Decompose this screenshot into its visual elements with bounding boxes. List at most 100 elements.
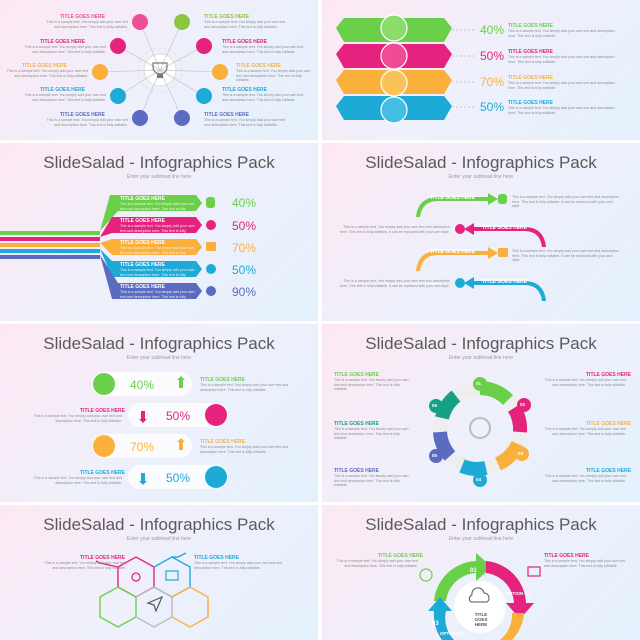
band-value-2: 50% — [480, 49, 505, 63]
hub-label-7: TITLE GOES HERE — [40, 87, 86, 93]
hex-label-2: TITLE GOES HERE — [194, 555, 240, 561]
band-value-4: 50% — [480, 100, 505, 114]
slide-subtitle: Enter your subhead line here — [448, 174, 514, 180]
slide-circular-process[interactable]: SlideSalad - Infographics Pack Enter you… — [322, 505, 640, 640]
chart-icon — [206, 242, 216, 251]
slide-subtitle: Enter your subhead line here — [126, 355, 192, 361]
slide-hexagon-network[interactable]: SlideSalad - Infographics Pack Enter you… — [0, 505, 318, 640]
flow-label-5: TITLE GOES HERE — [120, 284, 166, 290]
flow-text-5: This is a sample text. You simply add yo… — [120, 290, 195, 303]
hub-diagram-graphic — [92, 14, 228, 126]
band-text-4: This is a sample text. You simply add yo… — [508, 106, 615, 115]
slide-curved-arrows[interactable]: SlideSalad - Infographics Pack Enter you… — [322, 143, 640, 321]
flow-value-2: 50% — [232, 219, 257, 233]
row-text-4: This is a sample text. You simply add yo… — [33, 476, 122, 485]
process-label-2: TITLE GOES HERE — [544, 553, 590, 559]
cycle-label-1: TITLE GOES HERE — [334, 372, 380, 378]
cycle-label-5: TITLE GOES HERE — [586, 421, 632, 427]
row-label-2: TITLE GOES HERE — [80, 408, 126, 414]
curve-text-1: This is a sample text. You simply add yo… — [512, 195, 619, 208]
slide-subtitle: Enter your subhead line here — [126, 174, 192, 180]
process-option-4: OPTION 04 — [440, 631, 464, 636]
hub-text-2: This is a sample text. You simply add yo… — [204, 20, 286, 29]
process-label-1: TITLE GOES HERE — [378, 553, 424, 559]
process-step-1: 01 — [470, 568, 477, 574]
cycle-step-3: 03 — [518, 451, 524, 456]
database-icon — [455, 224, 465, 234]
hub-text-5: This is a sample text. You simply add yo… — [6, 69, 88, 78]
band-label-4: TITLE GOES HERE — [508, 100, 554, 106]
process-center-label: TITLE GOES HERE — [474, 612, 488, 627]
hub-text-7: This is a sample text. You simply add yo… — [24, 93, 106, 102]
row-label-1: TITLE GOES HERE — [200, 377, 246, 383]
hub-text-3: This is a sample text. You simply add yo… — [24, 45, 106, 54]
row-text-2: This is a sample text. You simply add yo… — [33, 414, 122, 423]
hub-text-4: This is a sample text. You simply add yo… — [222, 45, 304, 54]
slide-title: SlideSalad - Infographics Pack — [365, 153, 597, 172]
gear-icon — [469, 417, 491, 439]
slide-arrow-rows[interactable]: SlideSalad - Infographics Pack Enter you… — [0, 324, 318, 502]
flow-label-1: TITLE GOES HERE — [120, 196, 166, 202]
curve-label-2: TITLE GOES HERE — [482, 225, 528, 231]
cycle-label-6: TITLE GOES HERE — [586, 468, 632, 474]
hub-label-9: TITLE GOES HERE — [60, 112, 106, 118]
person-icon — [206, 197, 215, 208]
cycle-text-6: This is a sample text. You simply add yo… — [544, 474, 626, 483]
flow-value-3: 70% — [232, 241, 257, 255]
hub-text-10: This is a sample text. You simply add yo… — [204, 118, 286, 127]
row-value-4: 50% — [166, 471, 191, 485]
row-label-3: TITLE GOES HERE — [200, 439, 246, 445]
cycle-text-1: This is a sample text. You simply add yo… — [334, 378, 409, 391]
cart-icon — [165, 570, 179, 581]
search-icon — [131, 572, 141, 582]
globe-icon — [455, 278, 465, 288]
database-icon — [206, 220, 216, 230]
process-step-4: 03 — [432, 621, 439, 627]
send-icon — [146, 595, 164, 613]
hub-text-8: This is a sample text. You simply add yo… — [222, 93, 304, 102]
flow-value-5: 90% — [232, 285, 257, 299]
curve-text-4: This is a sample text. You simply add yo… — [339, 279, 450, 288]
cycle-label-2: TITLE GOES HERE — [334, 421, 380, 427]
hub-label-5: TITLE GOES HERE — [22, 63, 68, 69]
hex-text-1: This is a sample text. You simply add yo… — [44, 561, 126, 570]
stacked-bands-graphic — [336, 14, 474, 124]
slide-cycle-ring[interactable]: SlideSalad - Infographics Pack Enter you… — [322, 324, 640, 502]
person-icon — [498, 194, 507, 204]
hub-label-10: TITLE GOES HERE — [204, 112, 250, 118]
hub-label-6: TITLE GOES HERE — [236, 63, 282, 69]
hub-label-3: TITLE GOES HERE — [40, 39, 86, 45]
slide-hub-diagram[interactable]: TITLE GOES HERE This is a sample text. Y… — [0, 0, 318, 140]
hex-label-1: TITLE GOES HERE — [80, 555, 126, 561]
cycle-label-4: TITLE GOES HERE — [586, 372, 632, 378]
row-value-1: 40% — [130, 378, 155, 392]
flow-text-3: This is a sample text. You simply add yo… — [120, 246, 195, 259]
flow-text-4: This is a sample text. You simply add yo… — [120, 268, 195, 281]
hub-text-6: This is a sample text. You simply add yo… — [236, 69, 311, 82]
curve-label-1: TITLE GOES HERE — [430, 195, 476, 201]
cycle-step-6: 06 — [432, 403, 438, 408]
band-value-3: 70% — [480, 75, 505, 89]
slide-flow-arrows[interactable]: SlideSalad - Infographics Pack Enter you… — [0, 143, 318, 321]
flow-arrows-graphic — [0, 195, 202, 299]
curved-arrows-graphic — [416, 193, 546, 301]
pie-icon — [206, 286, 216, 296]
band-text-3: This is a sample text. You simply add yo… — [508, 81, 615, 90]
cloud-icon — [468, 587, 490, 603]
band-value-1: 40% — [480, 23, 505, 37]
slide-subtitle: Enter your subhead line here — [126, 536, 192, 542]
band-text-1: This is a sample text. You simply add yo… — [508, 29, 615, 38]
hub-label-2: TITLE GOES HERE — [204, 14, 250, 20]
cart-icon — [527, 566, 541, 577]
hex-text-2: This is a sample text. You simply add yo… — [194, 561, 283, 570]
band-label-3: TITLE GOES HERE — [508, 75, 554, 81]
flow-label-2: TITLE GOES HERE — [120, 218, 166, 224]
arrow-rows-graphic — [92, 372, 228, 489]
slide-stacked-bands[interactable]: 40% 50% 70% 50% TITLE GOES HERE This is … — [322, 0, 640, 140]
process-text-2: This is a sample text. You simply add yo… — [544, 559, 626, 568]
band-text-2: This is a sample text. You simply add yo… — [508, 55, 615, 64]
flow-value-1: 40% — [232, 196, 257, 210]
curve-text-3: This is a sample text. You simply add yo… — [512, 249, 619, 262]
row-value-2: 50% — [166, 409, 191, 423]
